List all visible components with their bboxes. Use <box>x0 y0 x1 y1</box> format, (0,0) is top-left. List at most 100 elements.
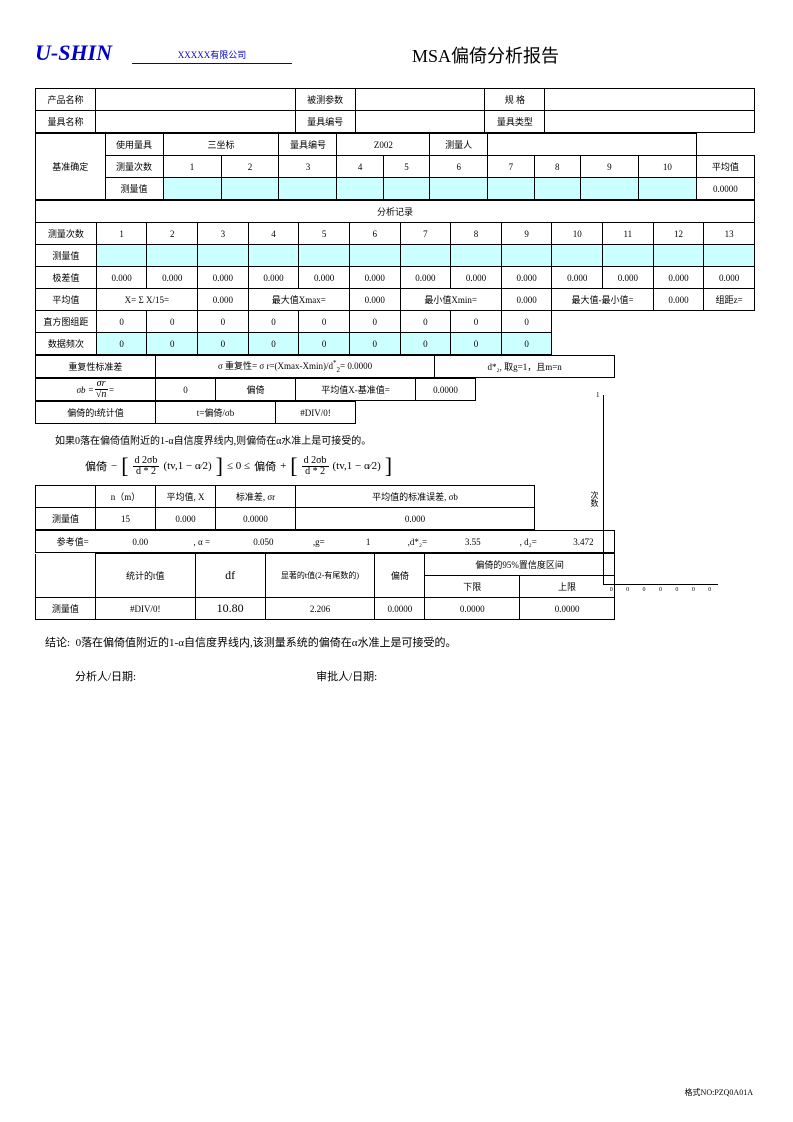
dev-val: 0.000 <box>96 267 147 289</box>
g-val: 1 <box>343 531 392 553</box>
label-use-gauge: 使用量具 <box>105 134 163 156</box>
range-lbl: 最大值-最小值= <box>552 289 653 311</box>
bias-lbl: 偏倚 <box>216 379 296 401</box>
analysis-title: 分析记录 <box>36 201 755 223</box>
freq-val: 0 <box>96 333 147 355</box>
datum-count: 5 <box>383 156 429 178</box>
dev-val: 0.000 <box>299 267 350 289</box>
std-lbl: 标准差, σr <box>216 486 296 508</box>
freq-val: 0 <box>147 333 198 355</box>
xmax-lbl: 最大值Xmax= <box>248 289 349 311</box>
dev-val: 0.000 <box>349 267 400 289</box>
g-lbl: ,g= <box>294 531 343 553</box>
se-lbl: 平均值的标准误差, σb <box>296 486 535 508</box>
ci-lbl: 偏倚的95%置信度区间 <box>425 554 615 576</box>
freq-val: 0 <box>501 333 552 355</box>
ref-val: 0.00 <box>109 531 171 553</box>
analysis-count: 13 <box>704 223 755 245</box>
value-coord: 三坐标 <box>163 134 279 156</box>
value-gauge-no <box>355 111 485 133</box>
label-meas-val2: 测量值 <box>36 245 97 267</box>
datum-cell <box>163 178 221 200</box>
datum-count: 10 <box>638 156 696 178</box>
meas-cell <box>552 245 603 267</box>
dev-val: 0.000 <box>248 267 299 289</box>
d2-lbl: , d₂= <box>504 531 553 553</box>
datum-count: 6 <box>430 156 488 178</box>
datum-count: 4 <box>337 156 383 178</box>
hist-val: 0 <box>299 311 350 333</box>
d2star-lbl: ,d*₂= <box>393 531 442 553</box>
xmax-val: 0.000 <box>349 289 400 311</box>
chart-xlabels: 0000000 <box>603 587 718 593</box>
analysis-count: 5 <box>299 223 350 245</box>
hist-val: 0 <box>451 311 502 333</box>
datum-cell <box>430 178 488 200</box>
bias-formula: 平均值X-基准值= <box>296 379 416 401</box>
footer-format-no: 格式NO:PZQ0A01A <box>685 1087 753 1098</box>
label-gauge-name: 量具名称 <box>36 111 96 133</box>
bias-lbl2: 偏倚 <box>375 554 425 598</box>
hist-val: 0 <box>147 311 198 333</box>
freq-val: 0 <box>198 333 249 355</box>
d2-text: d*₂, 取g=1，且m=n <box>435 356 615 378</box>
datum-cell <box>580 178 638 200</box>
meas-cell <box>248 245 299 267</box>
value-measured-param <box>355 89 485 111</box>
label-dev: 极差值 <box>36 267 97 289</box>
analysis-count: 4 <box>248 223 299 245</box>
value-measurer <box>488 134 697 156</box>
repeat-formula: σ 重复性= σ r=(Xmax-Xmin)/d*2= 0.0000 <box>155 356 435 378</box>
label-spec: 规 格 <box>485 89 545 111</box>
sigma-b-formula: σb = σr√n = <box>36 379 156 401</box>
freq-val: 0 <box>400 333 451 355</box>
mean-lbl: 平均值, X <box>156 486 216 508</box>
tstat-table: 偏倚的t统计值 t=偏倚/σb #DIV/0! <box>35 401 356 424</box>
conclusion: 结论: 0落在偏倚值附近的1-α自信度界线内,该测量系统的偏倚在α水准上是可接受… <box>45 634 758 650</box>
datum-cell <box>638 178 696 200</box>
tstat-result: #DIV/0! <box>276 402 356 424</box>
xmin-lbl: 最小值Xmin= <box>400 289 501 311</box>
value-gauge-type <box>545 111 755 133</box>
dev-val: 0.000 <box>400 267 451 289</box>
datum-count: 7 <box>488 156 534 178</box>
analysis-count: 2 <box>147 223 198 245</box>
analyst-sig: 分析人/日期: <box>75 668 136 684</box>
value-gauge-no2: Z002 <box>337 134 430 156</box>
upper-val: 0.0000 <box>520 598 615 620</box>
analysis-count: 6 <box>349 223 400 245</box>
meas-cell <box>147 245 198 267</box>
analysis-table: 分析记录 测量次数 1 2 3 4 5 6 7 8 9 10 11 12 13 … <box>35 200 755 355</box>
meas-cell <box>704 245 755 267</box>
datum-cell <box>534 178 580 200</box>
signature-row: 分析人/日期: 审批人/日期: <box>75 668 758 684</box>
datum-cell <box>221 178 279 200</box>
meas-cell <box>501 245 552 267</box>
datum-cell <box>279 178 337 200</box>
logo: U-SHIN <box>35 40 112 66</box>
analysis-count: 3 <box>198 223 249 245</box>
tstat-formula: t=偏倚/σb <box>156 402 276 424</box>
sigma-b-table: σb = σr√n = 0 偏倚 平均值X-基准值= 0.0000 <box>35 378 476 401</box>
meas-cell <box>349 245 400 267</box>
dev-val: 0.000 <box>653 267 704 289</box>
params-table: 参考值= 0.00 , α = 0.050 ,g= 1 ,d*₂= 3.55 ,… <box>35 530 615 553</box>
info-table: 产品名称 被测参数 规 格 量具名称 量具编号 量具类型 <box>35 88 755 133</box>
value-product-name <box>96 89 296 111</box>
hist-val: 0 <box>96 311 147 333</box>
std-val: 0.0000 <box>216 508 296 530</box>
avg-formula: X= Σ X/15= <box>96 289 197 311</box>
nm-val: 15 <box>96 508 156 530</box>
hist-val: 0 <box>400 311 451 333</box>
lower-val: 0.0000 <box>425 598 520 620</box>
nm-lbl: n（m） <box>96 486 156 508</box>
datum-cell <box>488 178 534 200</box>
datum-table: 基准确定 使用量具 三坐标 量具编号 Z002 测量人 测量次数 1 2 3 4… <box>35 133 755 200</box>
histogram-chart: 次数 1 0000000 <box>603 395 718 615</box>
label-gauge-type: 量具类型 <box>485 111 545 133</box>
meas-cell <box>653 245 704 267</box>
value-spec <box>545 89 755 111</box>
hist-val: 0 <box>198 311 249 333</box>
repeat-lbl: 重复性标准差 <box>36 356 156 378</box>
upper-lbl: 上限 <box>520 576 615 598</box>
